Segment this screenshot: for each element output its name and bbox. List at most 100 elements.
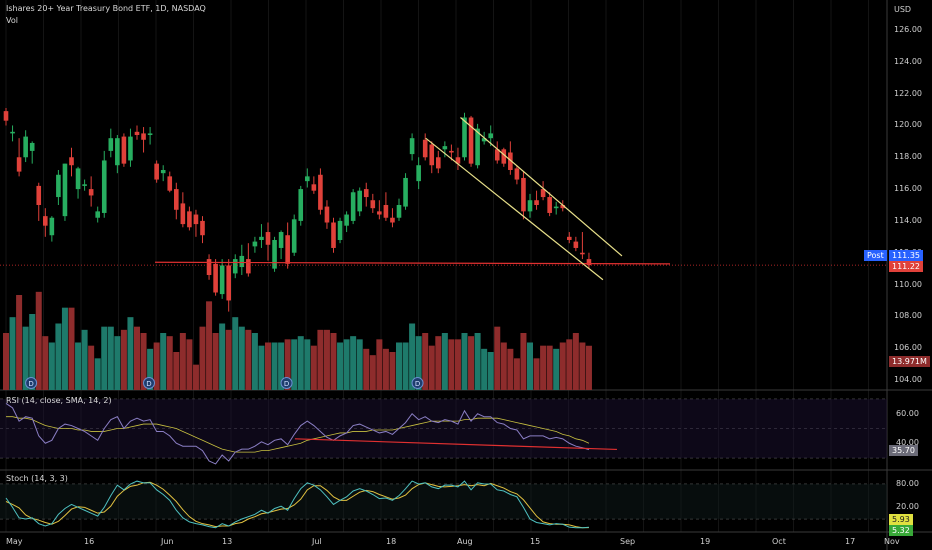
candle-body — [259, 236, 264, 240]
volume-bar — [61, 307, 68, 390]
candle-body — [193, 214, 199, 225]
candle-body — [206, 259, 212, 275]
volume-bar — [409, 323, 416, 390]
volume-bar — [337, 342, 344, 390]
volume-bar — [153, 342, 160, 390]
volume-value-tag: 13.971M — [889, 356, 930, 367]
candle-body — [357, 190, 362, 212]
candle-body — [160, 170, 166, 174]
time-tick: Jul — [312, 537, 322, 546]
stoch-d-line — [5, 481, 589, 529]
stoch-d-tag: 5.32 — [889, 525, 913, 536]
time-tick: Nov — [884, 537, 900, 546]
candle-body — [88, 189, 94, 196]
dividend-marker-label: D — [28, 380, 33, 388]
volume-bar — [389, 352, 396, 390]
volume-bar — [291, 339, 298, 390]
rsi-tick-60: 60.00 — [896, 409, 919, 418]
volume-bar — [81, 329, 88, 390]
volume-bar — [527, 342, 533, 390]
volume-bar — [422, 333, 429, 390]
candle-body — [344, 214, 349, 226]
candle-body — [350, 192, 356, 221]
volume-bar — [572, 333, 579, 390]
volume-bar — [173, 352, 180, 390]
dividend-marker — [411, 377, 424, 389]
stoch-k-line — [5, 480, 589, 529]
candle-body — [187, 211, 192, 228]
price-tick: 114.00 — [894, 215, 922, 225]
volume-bar — [317, 329, 324, 390]
candle-body — [501, 149, 507, 164]
volume-bar — [114, 336, 121, 390]
volume-bar — [232, 317, 239, 390]
volume-bar — [310, 345, 317, 390]
time-tick: 16 — [84, 537, 95, 546]
volume-bar — [448, 339, 455, 390]
volume-bar — [265, 342, 271, 390]
volume-bar — [585, 345, 592, 390]
candle-body — [219, 265, 225, 295]
volume-bar — [435, 336, 442, 390]
price-tick: 110.00 — [894, 279, 922, 289]
volume-bar — [258, 345, 265, 390]
volume-bar — [441, 333, 448, 390]
candle-body — [416, 165, 421, 182]
volume-bar — [42, 336, 49, 390]
time-tick: 19 — [700, 537, 711, 546]
volume-bar — [468, 336, 475, 390]
volume-bar — [68, 307, 75, 390]
candle-body — [36, 185, 42, 205]
rsi-tick-40: 40.00 — [896, 438, 919, 447]
volume-bar — [16, 295, 23, 390]
candle-body — [75, 168, 81, 190]
candle-body — [586, 259, 592, 266]
volume-bar — [487, 352, 494, 390]
volume-bar — [75, 342, 82, 390]
volume-bar — [553, 348, 560, 390]
candle-body — [49, 217, 55, 236]
volume-bar — [101, 326, 108, 390]
candle-body — [455, 157, 461, 164]
candle-body — [442, 146, 448, 150]
candle-body — [377, 211, 382, 215]
candle-body — [56, 174, 61, 198]
candle-body — [252, 241, 258, 247]
candle-body — [174, 189, 179, 210]
volume-bar — [369, 355, 376, 390]
candle-body — [108, 138, 114, 151]
candle-body — [154, 163, 159, 180]
candle-body — [390, 217, 395, 223]
price-tick: 120.00 — [894, 120, 922, 130]
candle-body — [396, 205, 402, 218]
channel-upper-line — [460, 117, 623, 257]
price-tick: 108.00 — [894, 311, 922, 321]
candle-body — [291, 219, 297, 253]
last-price-tag: 111.22 — [889, 261, 923, 272]
volume-bar — [179, 333, 186, 390]
candle-body — [213, 263, 218, 293]
rsi-band — [0, 399, 887, 458]
candle-body — [16, 157, 22, 172]
volume-bar — [540, 345, 547, 390]
candle-body — [488, 133, 493, 139]
volume-bar — [474, 333, 481, 390]
volume-bar — [94, 358, 101, 390]
dividend-marker — [280, 377, 293, 389]
volume-bar — [356, 339, 363, 390]
candle-body — [69, 157, 74, 166]
candle-body — [547, 197, 552, 213]
time-tick: 18 — [386, 537, 397, 546]
stoch-tick-80: 80.00 — [896, 479, 919, 488]
candle-body — [141, 133, 146, 140]
candle-body — [278, 232, 284, 248]
candle-body — [481, 138, 487, 142]
dividend-marker — [25, 377, 38, 389]
candle-body — [475, 128, 480, 166]
candle-body — [553, 206, 559, 209]
volume-bar — [160, 333, 167, 390]
volume-bar — [134, 326, 140, 390]
time-tick: 17 — [845, 537, 856, 546]
volume-bar — [271, 342, 278, 390]
